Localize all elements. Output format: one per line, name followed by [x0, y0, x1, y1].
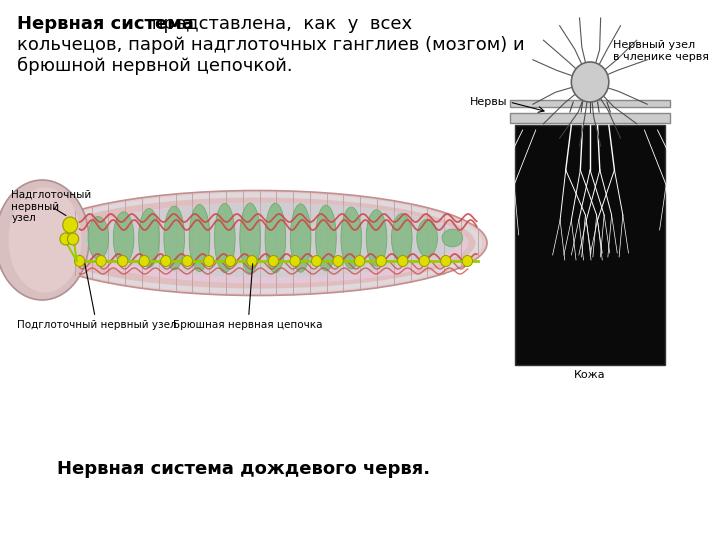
Text: Подглоточный нервный узел: Подглоточный нервный узел	[17, 264, 176, 330]
Circle shape	[419, 255, 429, 267]
Circle shape	[204, 255, 214, 267]
Ellipse shape	[139, 208, 159, 267]
Circle shape	[376, 255, 387, 267]
Text: Нервы: Нервы	[470, 97, 508, 107]
Circle shape	[225, 255, 235, 267]
Ellipse shape	[442, 229, 463, 247]
Circle shape	[68, 233, 78, 245]
Ellipse shape	[341, 207, 361, 269]
Text: представлена,  как  у  всех: представлена, как у всех	[146, 15, 413, 33]
Ellipse shape	[9, 187, 81, 293]
Ellipse shape	[88, 217, 109, 259]
Circle shape	[247, 255, 257, 267]
Circle shape	[96, 255, 107, 267]
Text: Брюшная нервная цепочка: Брюшная нервная цепочка	[174, 264, 323, 330]
Circle shape	[139, 255, 149, 267]
Circle shape	[269, 255, 279, 267]
Ellipse shape	[28, 191, 487, 295]
Text: брюшной нервной цепочкой.: брюшной нервной цепочкой.	[17, 57, 292, 75]
Text: Нервная система: Нервная система	[17, 15, 194, 33]
Ellipse shape	[84, 202, 459, 278]
Ellipse shape	[164, 206, 184, 270]
Circle shape	[333, 255, 343, 267]
Ellipse shape	[189, 205, 210, 272]
Circle shape	[290, 255, 300, 267]
Circle shape	[397, 255, 408, 267]
Circle shape	[354, 255, 365, 267]
Ellipse shape	[215, 204, 235, 273]
Ellipse shape	[315, 205, 336, 271]
Text: кольчецов, парой надглоточных ганглиев (мозгом) и: кольчецов, парой надглоточных ганглиев (…	[17, 36, 524, 54]
Bar	[515, 125, 665, 365]
Circle shape	[117, 255, 128, 267]
Circle shape	[182, 255, 192, 267]
Text: Нервная система дождевого червя.: Нервная система дождевого червя.	[57, 460, 430, 478]
Ellipse shape	[392, 214, 412, 262]
Text: Надглоточный
нервный
узел: Надглоточный нервный узел	[12, 190, 91, 223]
Ellipse shape	[66, 202, 468, 284]
Circle shape	[312, 255, 322, 267]
Text: Нервный узел
в членике червя: Нервный узел в членике червя	[613, 40, 709, 62]
Ellipse shape	[113, 212, 134, 264]
Ellipse shape	[40, 198, 475, 288]
Bar	[510, 113, 670, 123]
Ellipse shape	[417, 219, 438, 257]
Ellipse shape	[265, 203, 286, 273]
Circle shape	[572, 62, 609, 102]
Circle shape	[63, 217, 78, 233]
Ellipse shape	[33, 192, 482, 294]
Ellipse shape	[240, 203, 261, 273]
Circle shape	[74, 255, 85, 267]
Circle shape	[462, 255, 472, 267]
Circle shape	[441, 255, 451, 267]
Ellipse shape	[0, 180, 89, 300]
Circle shape	[161, 255, 171, 267]
Ellipse shape	[366, 210, 387, 266]
Ellipse shape	[290, 204, 311, 272]
Text: Кожа: Кожа	[575, 370, 606, 380]
Bar	[510, 100, 670, 107]
Circle shape	[60, 233, 71, 245]
